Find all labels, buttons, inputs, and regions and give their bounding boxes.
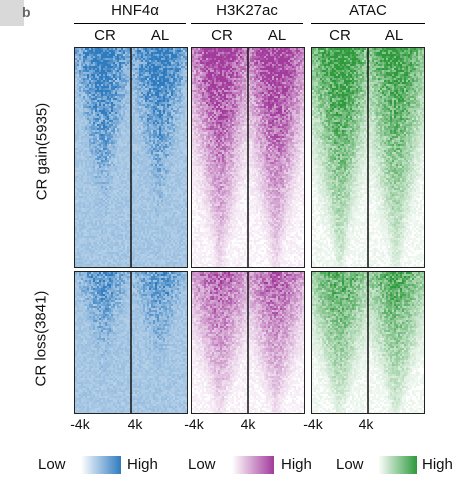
legend-atac-low: Low	[336, 456, 364, 473]
col-label-hnf4a-al: AL	[151, 27, 169, 44]
row-label-cr-gain: CR gain(5935)	[34, 97, 51, 207]
legend-h3k27ac-high: High	[281, 456, 312, 473]
tick-h3k27ac-right: 4k	[241, 416, 256, 432]
panel-label-box	[0, 0, 24, 26]
legend-hnf4a-gradient	[81, 456, 121, 474]
tick-atac-right: 4k	[359, 416, 374, 432]
title-rule-hnf4a	[74, 23, 186, 24]
row-label-cr-loss: CR loss(3841)	[33, 286, 50, 392]
heatmap-svg	[192, 48, 304, 267]
heatmap-svg	[75, 48, 187, 267]
mark-title-h3k27ac: H3K27ac	[216, 2, 278, 19]
mark-title-atac: ATAC	[349, 2, 387, 19]
panel-label: b	[22, 4, 31, 20]
heatmap-hnf4a-gain	[74, 47, 188, 268]
title-rule-h3k27ac	[191, 23, 303, 24]
heatmap-h3k27ac-loss	[191, 271, 305, 414]
col-label-hnf4a-cr: CR	[94, 27, 116, 44]
tick-hnf4a-left: -4k	[70, 416, 89, 432]
heatmap-svg	[312, 48, 424, 267]
heatmap-hnf4a-loss	[74, 271, 188, 414]
col-label-atac-al: AL	[385, 27, 403, 44]
legend-h3k27ac-gradient	[232, 456, 274, 474]
title-rule-atac	[311, 23, 425, 24]
legend-atac-gradient	[378, 456, 417, 474]
heatmap-svg	[192, 272, 304, 413]
col-label-h3k27ac-al: AL	[268, 27, 286, 44]
legend-hnf4a-low: Low	[38, 456, 66, 473]
heatmap-svg	[312, 272, 424, 413]
heatmap-h3k27ac-gain	[191, 47, 305, 268]
col-label-h3k27ac-cr: CR	[211, 27, 233, 44]
heatmap-svg	[75, 272, 187, 413]
mark-title-hnf4a: HNF4α	[111, 2, 159, 19]
legend-hnf4a-high: High	[127, 456, 158, 473]
tick-h3k27ac-left: -4k	[184, 416, 203, 432]
heatmap-atac-gain	[311, 47, 425, 268]
legend-atac-high: High	[422, 456, 453, 473]
legend-h3k27ac-low: Low	[188, 456, 216, 473]
tick-atac-left: -4k	[303, 416, 322, 432]
tick-hnf4a-right: 4k	[128, 416, 143, 432]
heatmap-atac-loss	[311, 271, 425, 414]
col-label-atac-cr: CR	[329, 27, 351, 44]
